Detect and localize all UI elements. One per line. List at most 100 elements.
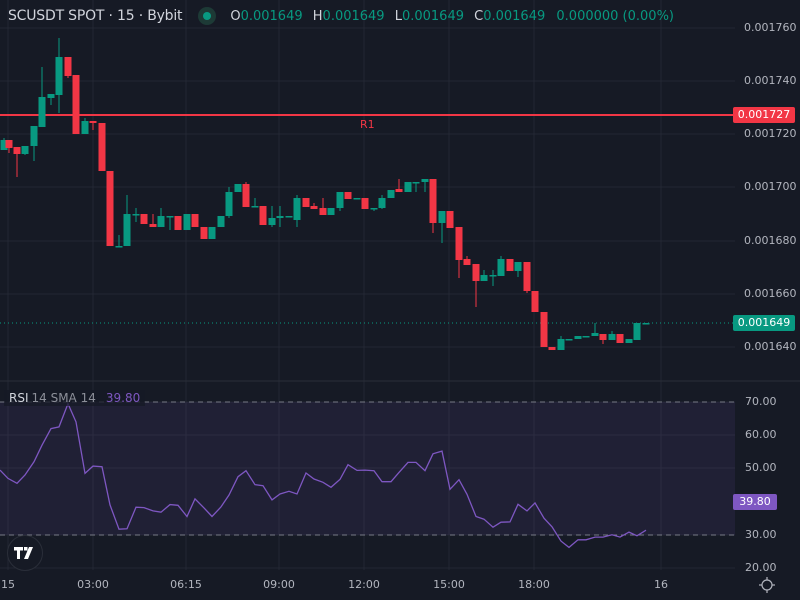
candle[interactable] bbox=[463, 256, 471, 265]
candle[interactable] bbox=[183, 214, 191, 230]
candle[interactable] bbox=[438, 211, 446, 243]
candle[interactable] bbox=[157, 208, 165, 227]
price-axis-label: 0.001700 bbox=[744, 180, 797, 193]
grid-lines bbox=[0, 0, 735, 570]
candle[interactable] bbox=[302, 198, 310, 207]
candle[interactable] bbox=[140, 214, 148, 224]
candle[interactable] bbox=[285, 216, 293, 218]
candle[interactable] bbox=[5, 140, 13, 153]
candle[interactable] bbox=[616, 334, 624, 343]
candle[interactable] bbox=[489, 270, 497, 286]
candle[interactable] bbox=[582, 336, 590, 338]
time-axis-label: 12:00 bbox=[348, 578, 380, 591]
candle[interactable] bbox=[548, 347, 556, 350]
candle[interactable] bbox=[336, 192, 344, 211]
candle[interactable] bbox=[497, 256, 505, 276]
rsi-axis-label: 70.00 bbox=[745, 395, 777, 408]
candle[interactable] bbox=[480, 270, 488, 281]
candle[interactable] bbox=[242, 182, 250, 207]
candle[interactable] bbox=[310, 203, 318, 209]
low-label: L bbox=[394, 8, 402, 24]
close-label: C bbox=[474, 8, 484, 24]
candle[interactable] bbox=[395, 179, 403, 192]
candle[interactable] bbox=[174, 216, 182, 230]
rsi-value-tag: 39.80 bbox=[733, 494, 777, 510]
time-axis-label: 18:00 bbox=[518, 578, 550, 591]
candle[interactable] bbox=[166, 216, 174, 230]
candle[interactable] bbox=[225, 187, 233, 218]
candle[interactable] bbox=[149, 214, 157, 227]
candle[interactable] bbox=[633, 323, 641, 340]
symbol-title[interactable]: SCUSDT SPOT · 15 · Bybit bbox=[8, 8, 183, 24]
rsi-params: 14 SMA 14 bbox=[31, 391, 96, 405]
candle[interactable] bbox=[565, 339, 573, 341]
candle[interactable] bbox=[404, 182, 412, 192]
candle[interactable] bbox=[89, 121, 97, 130]
candlestick-series[interactable] bbox=[0, 38, 650, 350]
candle[interactable] bbox=[13, 147, 21, 177]
candle[interactable] bbox=[574, 336, 582, 339]
rsi-line[interactable] bbox=[0, 401, 647, 549]
candle[interactable] bbox=[21, 146, 29, 155]
tradingview-logo[interactable] bbox=[7, 535, 43, 571]
candle[interactable] bbox=[608, 331, 616, 340]
candle[interactable] bbox=[378, 195, 386, 209]
candle[interactable] bbox=[642, 323, 650, 325]
candle[interactable] bbox=[98, 123, 106, 171]
candle[interactable] bbox=[472, 264, 480, 307]
candle[interactable] bbox=[523, 262, 531, 293]
candle[interactable] bbox=[344, 192, 352, 199]
candle[interactable] bbox=[64, 57, 72, 78]
candle[interactable] bbox=[514, 262, 522, 277]
candle[interactable] bbox=[293, 195, 301, 227]
candle[interactable] bbox=[30, 126, 38, 161]
price-axis-label: 0.001760 bbox=[744, 21, 797, 34]
rsi-name: RSI bbox=[9, 391, 29, 405]
candle[interactable] bbox=[106, 171, 114, 246]
candle[interactable] bbox=[353, 198, 361, 200]
settings-gear-icon[interactable] bbox=[758, 576, 776, 594]
candle[interactable] bbox=[55, 38, 63, 113]
candle[interactable] bbox=[251, 198, 259, 208]
candle[interactable] bbox=[268, 206, 276, 227]
candle[interactable] bbox=[319, 198, 327, 215]
candle[interactable] bbox=[276, 206, 284, 227]
candle[interactable] bbox=[429, 179, 437, 233]
candle[interactable] bbox=[217, 216, 225, 227]
candle[interactable] bbox=[557, 336, 565, 350]
rsi-legend[interactable]: RSI 14 SMA 14 39.80 bbox=[4, 390, 146, 406]
rsi-axis-label: 50.00 bbox=[745, 461, 777, 474]
symbol-legend: SCUSDT SPOT · 15 · Bybit O0.001649 H0.00… bbox=[8, 7, 674, 25]
ohlc-values: O0.001649 H0.001649 L0.001649 C0.001649 … bbox=[230, 9, 674, 24]
candle[interactable] bbox=[531, 291, 539, 312]
high-label: H bbox=[312, 8, 323, 24]
candle[interactable] bbox=[38, 67, 46, 127]
candle[interactable] bbox=[115, 235, 123, 248]
candle[interactable] bbox=[191, 214, 199, 227]
candle[interactable] bbox=[591, 323, 599, 336]
candle[interactable] bbox=[81, 118, 89, 134]
candle[interactable] bbox=[0, 138, 8, 150]
candle[interactable] bbox=[361, 198, 369, 209]
candle[interactable] bbox=[506, 259, 514, 271]
candle[interactable] bbox=[421, 179, 429, 192]
candle[interactable] bbox=[455, 227, 463, 278]
candle[interactable] bbox=[200, 227, 208, 239]
candle[interactable] bbox=[599, 334, 607, 344]
candle[interactable] bbox=[625, 339, 633, 343]
candle[interactable] bbox=[72, 75, 80, 134]
change-value: 0.000000 (0.00%) bbox=[556, 8, 674, 24]
candle[interactable] bbox=[446, 211, 454, 228]
candle[interactable] bbox=[370, 208, 378, 211]
candle[interactable] bbox=[327, 208, 335, 215]
candle[interactable] bbox=[47, 94, 55, 105]
candle[interactable] bbox=[208, 227, 216, 239]
candle[interactable] bbox=[132, 208, 140, 222]
candle[interactable] bbox=[412, 182, 420, 192]
candle[interactable] bbox=[234, 184, 242, 192]
candle[interactable] bbox=[387, 190, 395, 198]
candle[interactable] bbox=[540, 312, 548, 347]
candle[interactable] bbox=[123, 195, 131, 246]
candle[interactable] bbox=[259, 206, 267, 225]
